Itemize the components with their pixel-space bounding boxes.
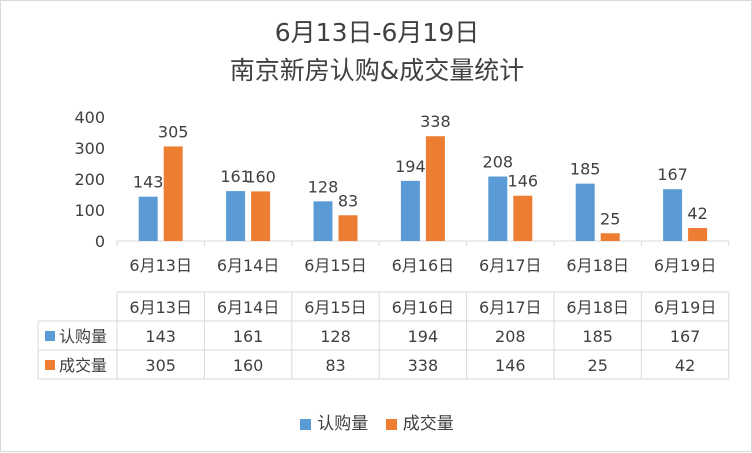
table-cell: 194 [408,327,439,346]
bar-subscription [313,201,333,241]
table-cell: 185 [582,327,613,346]
table-row-label: 认购量 [59,327,107,346]
table-header-cell: 6月13日 [129,298,192,317]
bar-subscription [663,189,683,241]
table-legend-key [45,331,55,341]
x-tick-label: 6月14日 [217,256,280,275]
data-label: 338 [420,112,451,131]
table-cell: 208 [495,327,526,346]
bar-subscription [575,183,595,241]
x-tick-label: 6月19日 [654,256,717,275]
x-tick-label: 6月13日 [129,256,192,275]
data-label: 185 [570,160,601,179]
table-cell: 143 [145,327,176,346]
y-tick-label: 0 [95,232,105,251]
x-tick-label: 6月17日 [479,256,542,275]
bar-subscription [488,176,508,241]
data-label: 160 [245,167,276,186]
table-cell: 146 [495,356,526,375]
data-label: 161 [220,167,251,186]
y-tick-label: 400 [74,108,105,127]
table-header-cell: 6月19日 [654,298,717,317]
table-cell: 83 [325,356,345,375]
table-header-cell: 6月16日 [392,298,455,317]
bar-deal [251,191,271,241]
x-tick-label: 6月16日 [392,256,455,275]
bar-deal [163,146,183,241]
bar-deal [425,136,445,241]
data-label: 42 [687,204,707,223]
table-row-label: 成交量 [59,356,107,375]
table-cell: 128 [320,327,351,346]
table-cell: 161 [233,327,264,346]
data-label: 128 [308,177,339,196]
legend-item-series-2: 成交量 [385,409,454,434]
data-label: 25 [600,209,620,228]
bar-subscription [138,196,158,241]
data-label: 83 [338,191,358,210]
bar-subscription [226,191,246,241]
table-cell: 167 [670,327,701,346]
chart-legend: 认购量 成交量 [1,409,752,434]
legend-item-series-1: 认购量 [300,409,368,434]
table-header-cell: 6月18日 [566,298,629,317]
bar-deal [338,215,358,241]
x-tick-label: 6月18日 [566,256,629,275]
bar-deal [688,227,708,241]
y-tick-label: 300 [74,139,105,158]
data-label: 167 [657,165,688,184]
legend-swatch-series-1 [300,419,312,430]
y-tick-label: 100 [74,201,105,220]
table-header-cell: 6月17日 [479,298,542,317]
table-cell: 338 [408,356,439,375]
data-label: 208 [483,153,514,172]
legend-swatch-series-2 [385,419,397,430]
table-cell: 42 [675,356,695,375]
chart-subtitle: 南京新房认购&成交量统计 [229,56,525,85]
y-tick-label: 200 [74,170,105,189]
table-header-cell: 6月14日 [217,298,280,317]
data-label: 143 [133,173,164,192]
chart-title: 6月13日-6月19日 [274,18,480,47]
bar-subscription [400,180,420,241]
legend-label-series-1: 认购量 [317,414,369,434]
table-cell: 305 [145,356,176,375]
legend-label-series-2: 成交量 [402,414,454,434]
table-legend-key [45,360,55,370]
table-cell: 25 [588,356,608,375]
table-header-cell: 6月15日 [304,298,367,317]
table-cell: 160 [233,356,264,375]
data-label: 305 [158,122,189,141]
data-label: 194 [395,157,426,176]
x-tick-label: 6月15日 [304,256,367,275]
bar-deal [513,195,533,241]
bar-deal [600,233,620,241]
data-label: 146 [508,172,539,191]
